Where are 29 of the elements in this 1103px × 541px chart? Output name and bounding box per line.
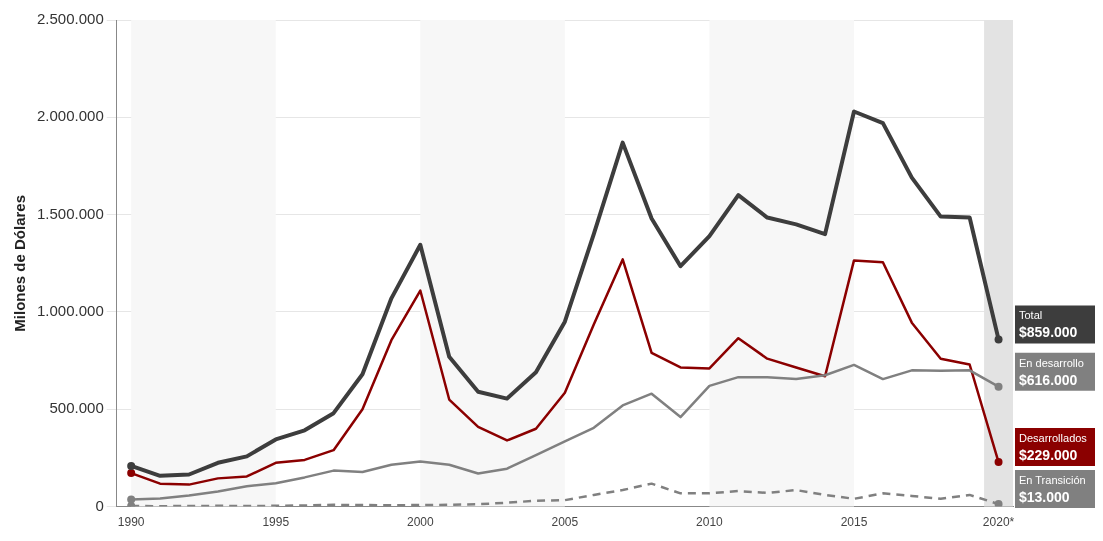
x-tick-label: 2020* (982, 515, 1015, 530)
point (127, 461, 136, 470)
text: En Transición (1019, 474, 1086, 487)
text: En desarrollo (1019, 356, 1084, 369)
data-label: $616.000 (1019, 371, 1078, 388)
x-tick-label: 2010 (696, 515, 724, 530)
point (994, 382, 1003, 391)
data-label: $229.000 (1019, 447, 1078, 464)
y-tick-label: 2.500.000 (37, 10, 104, 28)
text: Desarrollados (1019, 432, 1088, 445)
y-tick-label: 1.000.000 (37, 302, 104, 320)
point (994, 335, 1003, 344)
y-tick-label: 500.000 (49, 399, 104, 417)
point (994, 500, 1003, 507)
data-label: $13.000 (1019, 489, 1070, 506)
point (127, 495, 136, 504)
point (994, 458, 1003, 467)
y-tick-label: 0 (95, 496, 104, 514)
x-tick-label: 2015 (840, 515, 868, 530)
x-tick-label: 2000 (406, 515, 434, 530)
x-tick-label: 2005 (551, 515, 579, 530)
point (127, 469, 136, 478)
x-tick-label: 1995 (262, 515, 290, 530)
data-label: $859.000 (1019, 324, 1078, 341)
y-tick-label: 1.500.000 (37, 204, 104, 222)
text: Total (1019, 309, 1043, 322)
y-tick-label: 2.000.000 (37, 107, 104, 125)
x-tick-label: 1990 (117, 515, 145, 530)
y-axis-title: Milones de Dólares (11, 194, 29, 332)
